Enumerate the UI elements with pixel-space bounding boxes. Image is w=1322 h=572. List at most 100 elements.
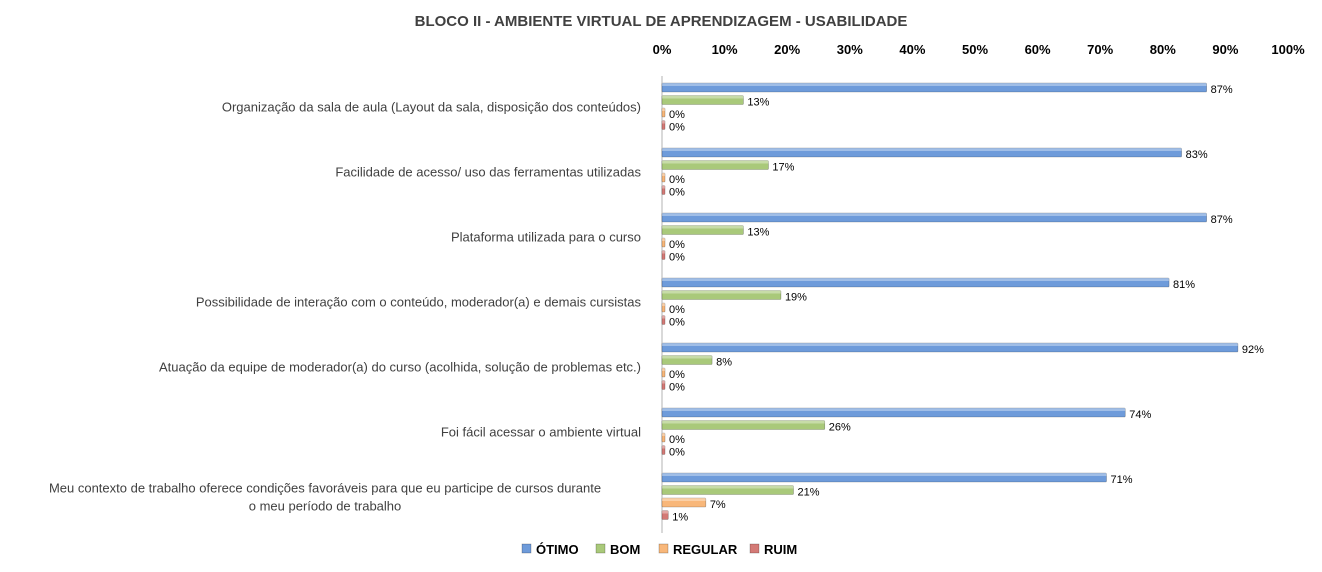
data-label: 0% bbox=[669, 174, 685, 186]
data-label: 21% bbox=[797, 487, 819, 499]
bar-highlight bbox=[662, 420, 825, 424]
x-tick-label: 0% bbox=[653, 42, 672, 57]
bar-highlight bbox=[662, 83, 1207, 86]
bar-regular bbox=[661, 172, 666, 183]
data-label: 0% bbox=[669, 382, 685, 394]
bar-highlight bbox=[662, 213, 1207, 216]
bar-ótimo bbox=[661, 472, 1107, 483]
x-tick-label: 50% bbox=[962, 42, 988, 57]
legend-label: ÓTIMO bbox=[536, 542, 579, 557]
legend-label: REGULAR bbox=[673, 542, 738, 557]
data-label: 0% bbox=[669, 304, 685, 316]
bar-bom bbox=[661, 225, 744, 235]
bar-ótimo bbox=[661, 82, 1207, 93]
data-label: 0% bbox=[669, 369, 685, 381]
data-label: 7% bbox=[710, 499, 726, 511]
x-tick-label: 30% bbox=[837, 42, 863, 57]
category-label: Organização da sala de aula (Layout da s… bbox=[222, 100, 641, 115]
x-tick-label: 70% bbox=[1087, 42, 1113, 57]
bar-highlight bbox=[662, 408, 1126, 411]
bar-highlight bbox=[662, 108, 665, 111]
bar-ótimo bbox=[661, 277, 1170, 288]
category-label: Meu contexto de trabalho oferece condiçõ… bbox=[49, 481, 601, 496]
bar-highlight bbox=[662, 148, 1182, 151]
legend-label: RUIM bbox=[764, 542, 797, 557]
bar-highlight bbox=[662, 120, 665, 124]
bar-highlight bbox=[662, 185, 665, 189]
bar-highlight bbox=[662, 473, 1107, 476]
bar-ótimo bbox=[661, 342, 1239, 353]
category-label: Foi fácil acessar o ambiente virtual bbox=[441, 425, 641, 440]
chart-title: BLOCO II - AMBIENTE VIRTUAL DE APRENDIZA… bbox=[415, 13, 908, 30]
data-label: 92% bbox=[1242, 344, 1264, 356]
data-label: 0% bbox=[669, 434, 685, 446]
bar-highlight bbox=[662, 278, 1170, 281]
bar-ruim bbox=[661, 380, 666, 390]
data-label: 83% bbox=[1186, 149, 1208, 161]
x-tick-label: 40% bbox=[899, 42, 925, 57]
bar-regular bbox=[661, 302, 666, 313]
x-axis-ticks: 0% 10% 20% 30% 40% 50% 60% 70% 80% 90% 100% bbox=[653, 42, 1305, 57]
bar-highlight bbox=[662, 290, 781, 294]
category-label: o meu período de trabalho bbox=[249, 499, 402, 514]
bar-highlight bbox=[662, 510, 669, 514]
category-label: Plataforma utilizada para o curso bbox=[451, 230, 641, 245]
bar-ruim bbox=[661, 445, 666, 455]
category-label: Atuação da equipe de moderador(a) do cur… bbox=[159, 360, 641, 375]
data-label: 0% bbox=[669, 187, 685, 199]
bar-bom bbox=[661, 420, 826, 430]
bar-bom bbox=[661, 160, 769, 170]
bar-highlight bbox=[662, 498, 706, 501]
data-label: 0% bbox=[669, 252, 685, 264]
data-label: 87% bbox=[1211, 214, 1233, 226]
bar-ruim bbox=[661, 315, 666, 325]
bar-ótimo bbox=[661, 212, 1207, 223]
data-label: 0% bbox=[669, 239, 685, 251]
data-label: 74% bbox=[1129, 409, 1151, 421]
data-label: 81% bbox=[1173, 279, 1195, 291]
bar-highlight bbox=[662, 485, 794, 489]
bars bbox=[661, 82, 1239, 520]
bar-highlight bbox=[662, 160, 769, 164]
x-tick-label: 80% bbox=[1150, 42, 1176, 57]
data-label: 0% bbox=[669, 122, 685, 134]
data-label: 17% bbox=[772, 162, 794, 174]
bar-bom bbox=[661, 485, 794, 495]
data-label: 1% bbox=[672, 512, 688, 524]
bar-highlight bbox=[662, 95, 744, 99]
x-tick-label: 20% bbox=[774, 42, 800, 57]
bar-ruim bbox=[661, 120, 666, 130]
data-label: 26% bbox=[829, 422, 851, 434]
bar-ruim bbox=[661, 185, 666, 195]
bar-highlight bbox=[662, 380, 665, 384]
bar-highlight bbox=[662, 368, 665, 371]
data-label: 8% bbox=[716, 357, 732, 369]
data-labels: 87%13%0%0%83%17%0%0%87%13%0%0%81%19%0%0%… bbox=[669, 84, 1264, 524]
legend: ÓTIMO BOM REGULAR RUIM bbox=[521, 542, 797, 557]
data-label: 19% bbox=[785, 292, 807, 304]
data-label: 13% bbox=[747, 227, 769, 239]
bar-highlight bbox=[662, 433, 665, 436]
bar-highlight bbox=[662, 355, 713, 359]
data-label: 0% bbox=[669, 447, 685, 459]
bar-ótimo bbox=[661, 407, 1126, 418]
bar-regular bbox=[661, 107, 666, 118]
legend-swatch bbox=[749, 543, 760, 554]
bar-highlight bbox=[662, 343, 1238, 346]
legend-swatch bbox=[658, 543, 669, 554]
bar-bom bbox=[661, 95, 744, 105]
bar-highlight bbox=[662, 315, 665, 319]
legend-swatch bbox=[521, 543, 532, 554]
bar-ruim bbox=[661, 250, 666, 260]
data-label: 0% bbox=[669, 109, 685, 121]
data-label: 0% bbox=[669, 317, 685, 329]
bar-highlight bbox=[662, 173, 665, 176]
x-tick-label: 90% bbox=[1212, 42, 1238, 57]
bar-bom bbox=[661, 290, 782, 300]
bar-regular bbox=[661, 367, 666, 378]
bar-bom bbox=[661, 355, 713, 365]
x-tick-label: 60% bbox=[1025, 42, 1051, 57]
bar-highlight bbox=[662, 225, 744, 229]
data-label: 87% bbox=[1211, 84, 1233, 96]
category-label: Facilidade de acesso/ uso das ferramenta… bbox=[335, 165, 641, 180]
